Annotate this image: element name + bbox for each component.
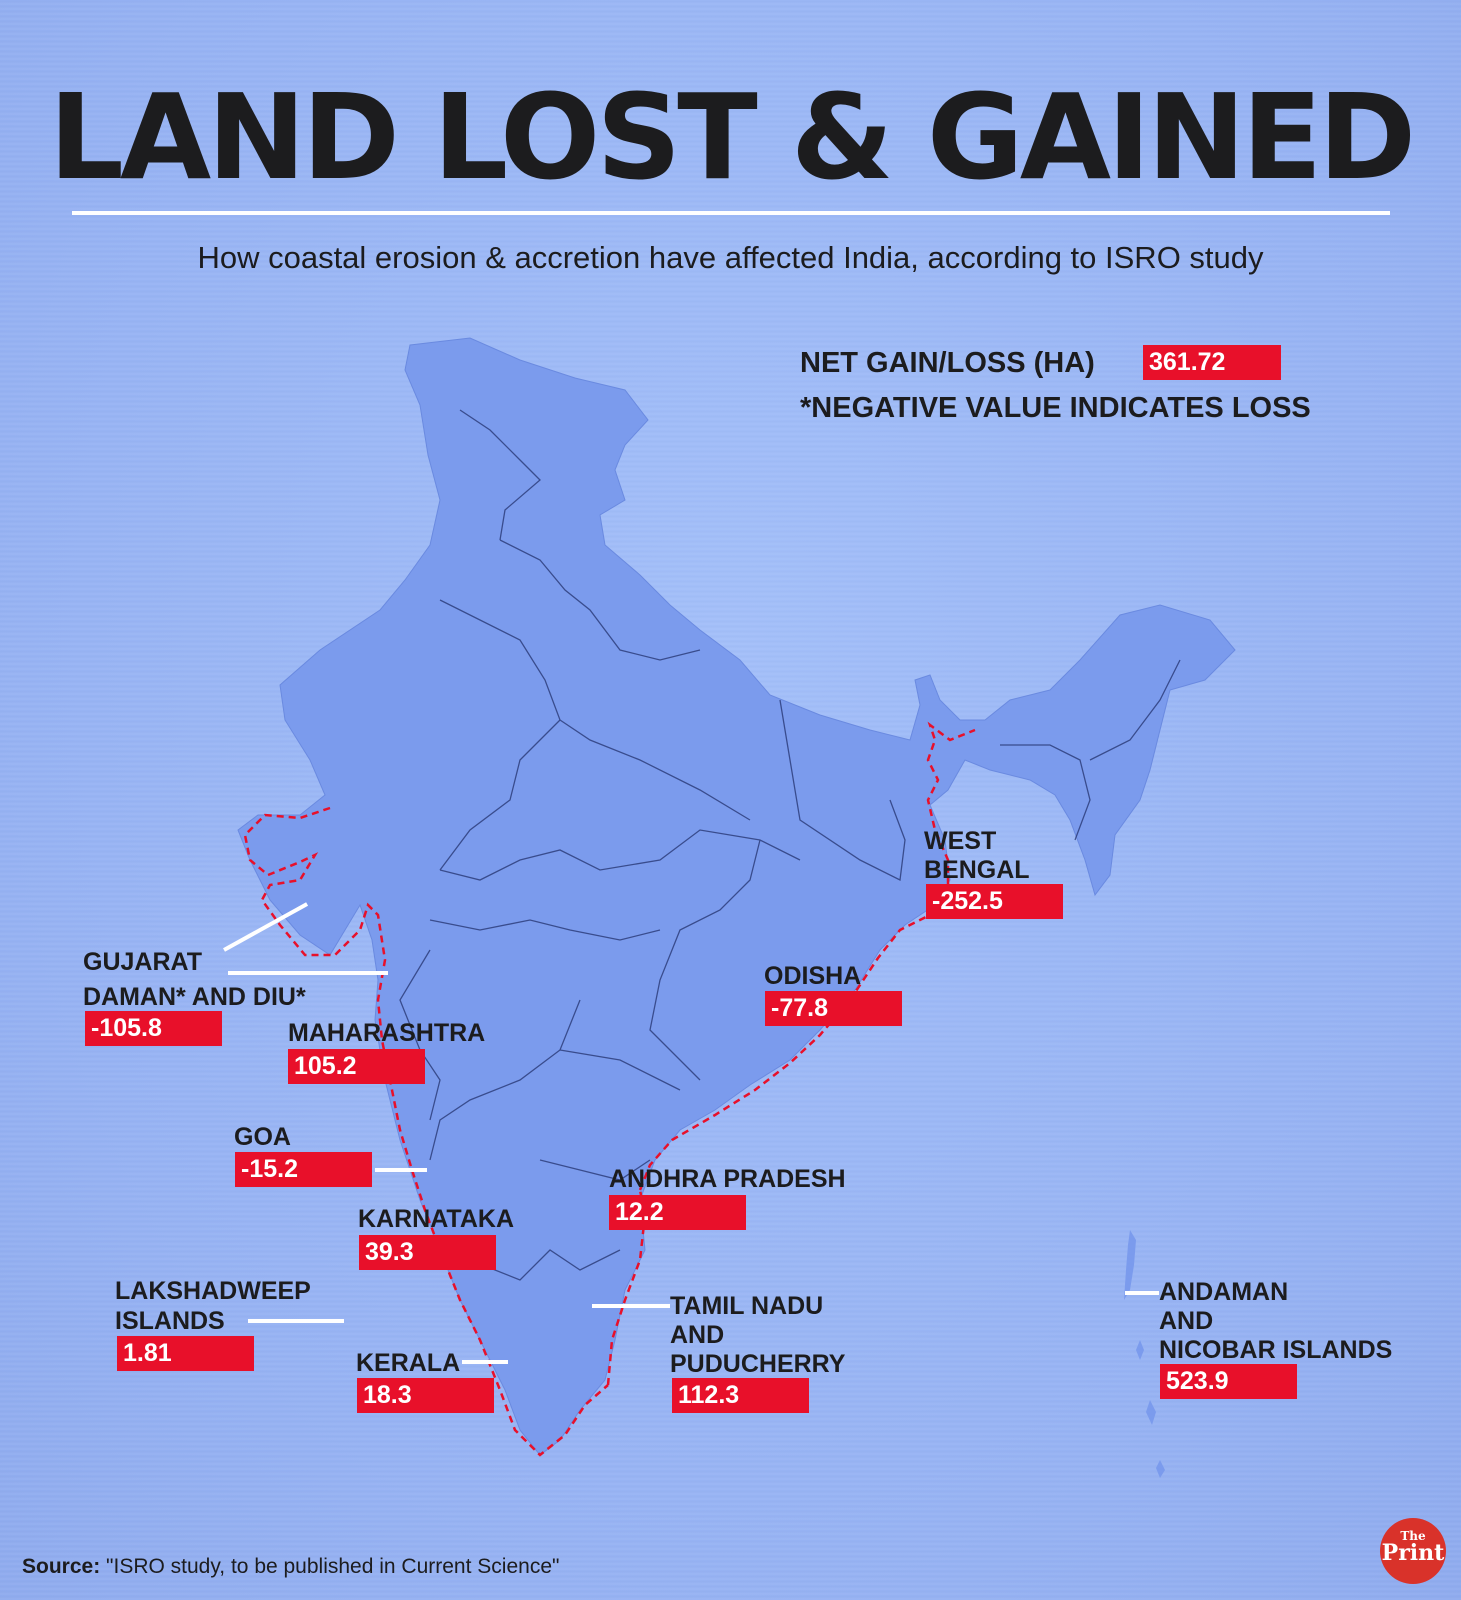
nicobar-label: NICOBAR ISLANDS: [1159, 1336, 1393, 1364]
state-boundaries: [399, 409, 1181, 1281]
india-mainland: [237, 337, 1236, 1456]
west-bengal-label: WEST: [924, 827, 997, 855]
gujarat-label: GUJARAT: [83, 948, 202, 976]
tamil-nadu-leader-line: [592, 1304, 670, 1308]
andaman-nicobar-islands: [1124, 1230, 1165, 1478]
goa-leader-line: [375, 1168, 427, 1172]
gujarat-leader-line: [228, 971, 388, 975]
karnataka-label: KARNATAKA: [358, 1205, 514, 1233]
andaman-leader-line: [1125, 1291, 1159, 1295]
logo-the: The: [1400, 1529, 1426, 1543]
andhra-pradesh-label: ANDHRA PRADESH: [609, 1165, 846, 1193]
odisha-value: -77.8: [765, 991, 902, 1026]
lakshadweep-value: 1.81: [117, 1336, 254, 1371]
goa-value: -15.2: [235, 1152, 372, 1187]
tamil-nadu-label: TAMIL NADU: [670, 1292, 824, 1320]
west-bengal-label-line2: BENGAL: [924, 856, 1030, 884]
net-gain-loss-label: NET GAIN/LOSS (HA): [800, 347, 1095, 379]
kerala-value: 18.3: [357, 1378, 494, 1413]
odisha-label: ODISHA: [764, 962, 862, 990]
kerala-label: KERALA: [356, 1349, 461, 1377]
title-divider: [72, 211, 1390, 215]
tamil-nadu-value: 112.3: [672, 1378, 809, 1413]
logo-print: Print: [1381, 1540, 1445, 1566]
negative-value-note: *NEGATIVE VALUE INDICATES LOSS: [800, 392, 1311, 424]
maharashtra-value: 105.2: [288, 1049, 425, 1084]
west-bengal-value: -252.5: [926, 884, 1063, 919]
net-gain-loss-value: 361.72: [1143, 345, 1281, 380]
goa-label: GOA: [234, 1123, 291, 1151]
gujarat-value: -105.8: [85, 1011, 222, 1046]
page-subtitle: How coastal erosion & accretion have aff…: [197, 240, 1264, 275]
andaman-value: 523.9: [1160, 1364, 1297, 1399]
andaman-label: ANDAMAN: [1159, 1278, 1289, 1306]
source-label: Source:: [22, 1555, 101, 1578]
source-text: "ISRO study, to be published in Current …: [106, 1555, 560, 1578]
andaman-label-line2: AND: [1159, 1307, 1214, 1335]
page-title: LAND LOST & GAINED: [48, 68, 1417, 206]
source-note: Source: "ISRO study, to be published in …: [22, 1555, 559, 1579]
andhra-pradesh-value: 12.2: [609, 1195, 746, 1230]
karnataka-value: 39.3: [359, 1235, 496, 1270]
maharashtra-label: MAHARASHTRA: [288, 1019, 486, 1047]
kerala-leader-line: [462, 1360, 508, 1364]
tamil-nadu-label-line2: AND: [670, 1321, 725, 1349]
theprint-logo: The Print: [1380, 1518, 1446, 1584]
lakshadweep-label-line2: ISLANDS: [115, 1307, 225, 1335]
puducherry-label: PUDUCHERRY: [670, 1350, 846, 1378]
lakshadweep-label: LAKSHADWEEP: [115, 1277, 311, 1305]
daman-diu-label: DAMAN* AND DIU*: [83, 983, 306, 1011]
lakshadweep-leader-line: [248, 1319, 344, 1323]
